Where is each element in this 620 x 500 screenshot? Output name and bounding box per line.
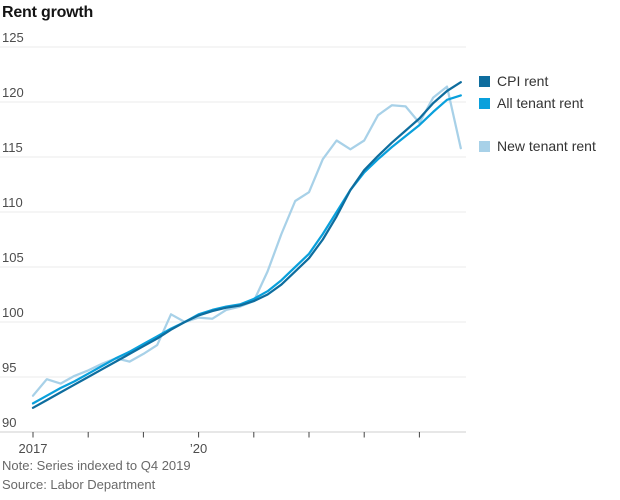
- y-axis-label-110: 110: [2, 195, 23, 210]
- chart-source: Source: Labor Department: [2, 477, 156, 492]
- legend-swatch-new-tenant-rent: [479, 140, 490, 152]
- series-line-all-tenant-rent: [31, 94, 462, 405]
- y-axis-label-120: 120: [2, 85, 24, 100]
- legend-item-all-tenant-rent: All tenant rent: [479, 95, 583, 111]
- y-axis-label-90: 90: [2, 415, 16, 430]
- x-axis-label-2017: 2017: [19, 441, 48, 456]
- y-axis-label-105: 105: [2, 250, 24, 265]
- y-axis-label-125: 125: [2, 30, 24, 45]
- x-axis-label-20: ’20: [190, 441, 207, 456]
- y-axis-label-115: 115: [2, 140, 23, 155]
- legend-swatch-all-tenant-rent: [479, 97, 490, 109]
- legend-item-new-tenant-rent: New tenant rent: [479, 138, 596, 154]
- legend-item-cpi-rent: CPI rent: [479, 73, 548, 89]
- y-axis-label-100: 100: [2, 305, 24, 320]
- series-line-new-tenant-rent: [31, 85, 462, 397]
- legend-swatch-cpi-rent: [479, 75, 490, 87]
- chart-note: Note: Series indexed to Q4 2019: [2, 458, 191, 473]
- legend-label-cpi-rent: CPI rent: [497, 73, 549, 89]
- series-line-cpi-rent: [31, 81, 462, 409]
- chart-title: Rent growth: [2, 4, 94, 21]
- y-axis-label-95: 95: [2, 360, 16, 375]
- legend-label-new-tenant-rent: New tenant rent: [497, 138, 596, 154]
- legend-label-all-tenant-rent: All tenant rent: [497, 95, 584, 111]
